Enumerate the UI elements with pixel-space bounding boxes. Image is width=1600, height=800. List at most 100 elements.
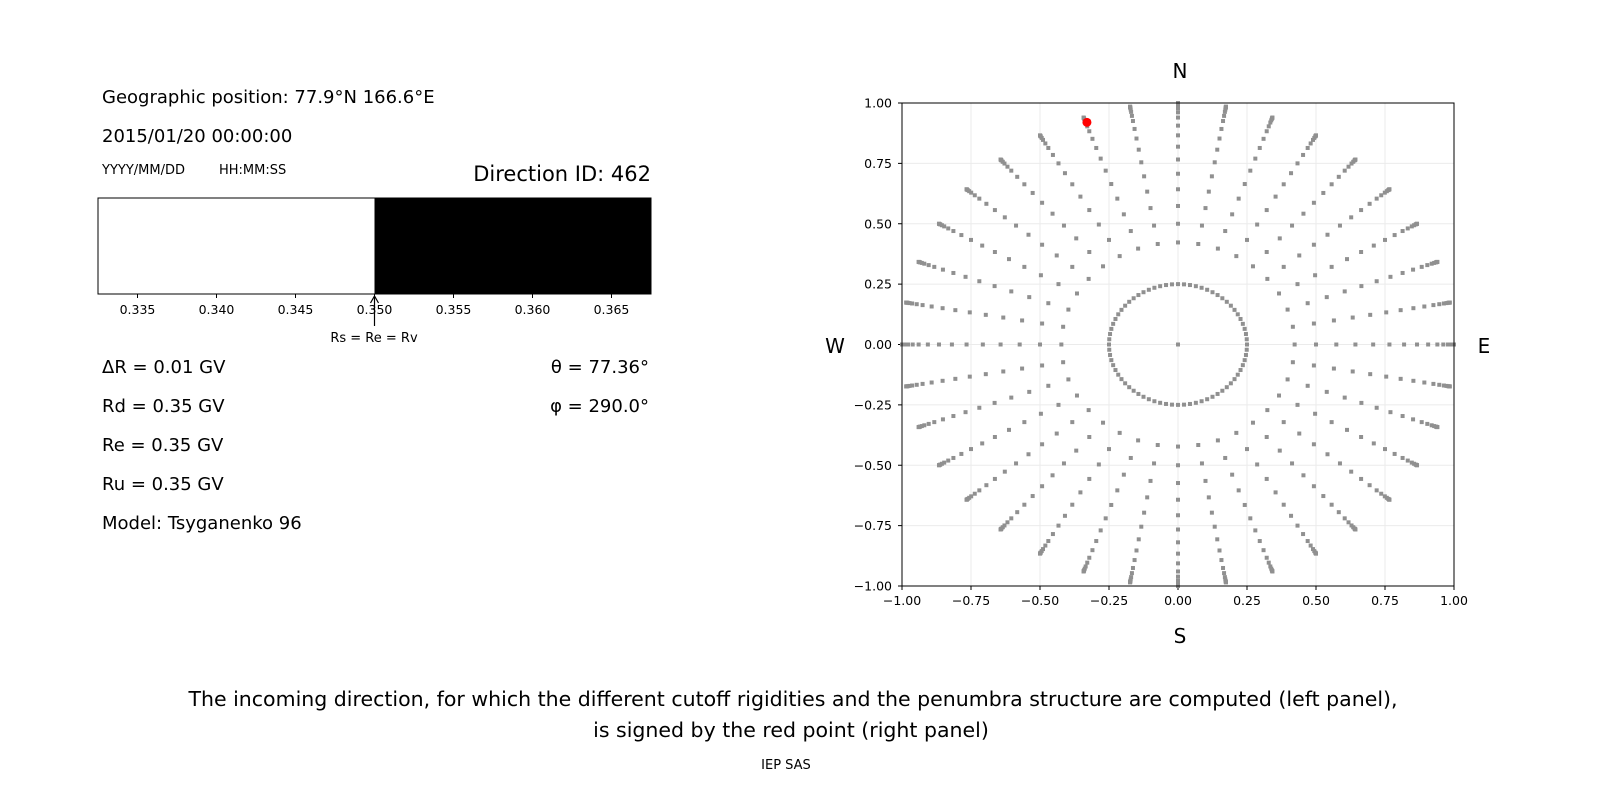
direction-point [916, 425, 921, 430]
direction-point [1074, 448, 1079, 453]
direction-point [1061, 360, 1066, 365]
direction-point [1062, 171, 1067, 176]
direction-point [1108, 332, 1113, 337]
direction-point [1176, 540, 1180, 545]
direction-point [1250, 420, 1255, 425]
direction-point [1308, 543, 1313, 548]
direction-point [1217, 548, 1222, 553]
direction-point [1353, 157, 1358, 162]
direction-point [1314, 133, 1318, 138]
direction-point [1223, 455, 1228, 460]
direction-point [1038, 411, 1043, 416]
direction-point [1123, 381, 1128, 386]
direction-point [1257, 145, 1262, 150]
direction-point [1367, 201, 1372, 206]
direction-point [1400, 414, 1405, 419]
direction-point [1155, 443, 1160, 448]
direction-point [1248, 516, 1253, 521]
y-tick-label: 0.25 [864, 277, 892, 292]
direction-point [1142, 174, 1147, 179]
direction-point [1081, 569, 1086, 574]
direction-point [1305, 145, 1310, 150]
direction-point [1349, 215, 1354, 220]
footer-credit: IEP SAS [761, 758, 811, 773]
direction-point [977, 279, 982, 284]
direction-point [1176, 157, 1180, 162]
direction-point [1094, 145, 1099, 150]
direction-point [1050, 211, 1055, 216]
direction-point [1277, 236, 1282, 241]
direction-point [969, 190, 974, 195]
direction-point [1127, 299, 1132, 304]
direction-point [910, 301, 915, 306]
direction-point [1305, 301, 1310, 306]
direction-point [1257, 539, 1262, 544]
direction-point [1176, 463, 1180, 468]
direction-point [1040, 321, 1045, 326]
direction-point [1136, 147, 1141, 152]
direction-point [1078, 490, 1083, 495]
direction-point [1176, 144, 1180, 149]
direction-point [1169, 282, 1174, 287]
direction-point [1382, 190, 1387, 195]
direction-point [1353, 527, 1358, 532]
selected-direction-point [1082, 117, 1092, 127]
direction-point [1270, 115, 1275, 120]
direction-point [1289, 513, 1294, 518]
direction-point [1441, 342, 1446, 347]
direction-point [953, 376, 958, 381]
direction-point [1103, 168, 1108, 173]
direction-point [1222, 109, 1227, 114]
direction-point [1411, 306, 1416, 311]
direction-point [1374, 405, 1379, 410]
direction-point [1311, 200, 1316, 205]
direction-point [1441, 301, 1446, 306]
direction-point [1405, 226, 1410, 231]
direction-point [1281, 502, 1286, 507]
direction-point [1086, 276, 1091, 281]
direction-point [1081, 115, 1086, 120]
direction-point [1038, 342, 1042, 347]
direction-point [1350, 315, 1355, 320]
caption-line-1: The incoming direction, for which the di… [187, 687, 1397, 711]
direction-point [1266, 124, 1271, 129]
direction-point [1223, 580, 1228, 585]
direction-point [1090, 548, 1095, 553]
direction-point [936, 221, 941, 226]
direction-point [1281, 264, 1286, 269]
direction-point [1050, 152, 1055, 157]
direction-point [1243, 352, 1248, 357]
direction-point [922, 423, 927, 428]
x-tick-label: 0.00 [1164, 593, 1192, 608]
direction-point [1285, 377, 1290, 382]
direction-point [1311, 442, 1316, 447]
direction-point [1176, 203, 1180, 208]
direction-point [1400, 270, 1405, 275]
direction-point [1311, 363, 1316, 368]
direction-point [910, 342, 915, 347]
direction-point [1109, 502, 1114, 507]
direction-point [1295, 402, 1300, 407]
direction-point [1038, 273, 1043, 278]
direction-point [1113, 316, 1118, 321]
direction-point [1265, 276, 1270, 281]
direction-point [940, 306, 945, 311]
direction-point [1074, 291, 1079, 296]
direction-point [1425, 421, 1430, 426]
direction-point [1145, 189, 1150, 194]
direction-point [1009, 395, 1014, 400]
direction-point [1087, 476, 1092, 481]
direction-point [1134, 548, 1139, 553]
direction-point [1083, 564, 1088, 569]
direction-point [1176, 123, 1180, 128]
direction-point [942, 224, 947, 229]
x-tick-label: 0.345 [278, 302, 314, 317]
direction-point [1107, 447, 1111, 452]
y-tick-label: −0.75 [854, 518, 892, 533]
direction-point [1061, 461, 1066, 466]
direction-point [1223, 104, 1228, 109]
direction-point [1336, 510, 1341, 515]
direction-point [1236, 488, 1241, 493]
direction-point [1210, 394, 1215, 399]
direction-point [1409, 460, 1414, 465]
